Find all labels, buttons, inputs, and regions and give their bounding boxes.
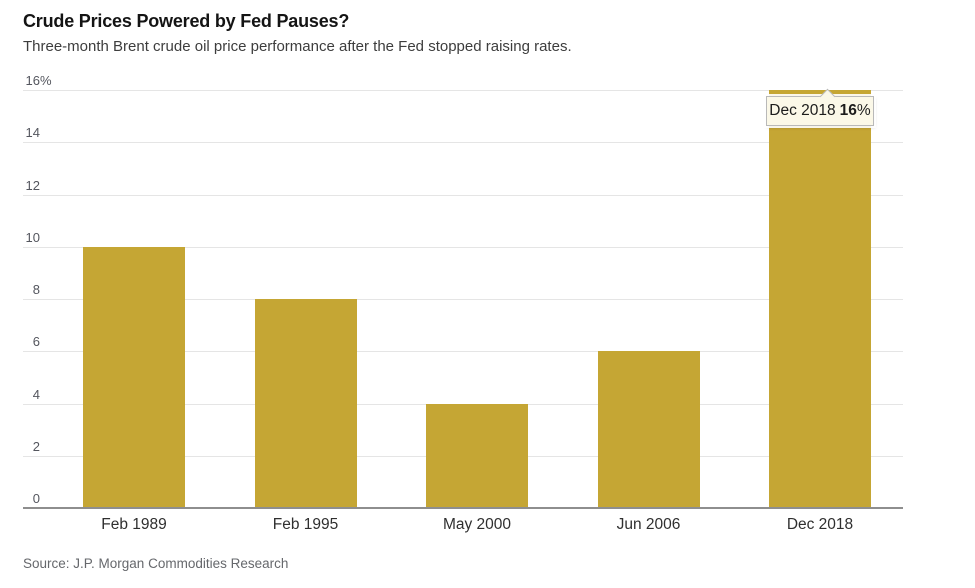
- x-tick-label-feb-1989: Feb 1989: [101, 516, 167, 533]
- plot-area: Dec 2018 16 % 0 2 4 6 8 10 12 14 16% Feb 1989 Feb …: [23, 74, 903, 533]
- y-tick-label-0: 0: [32, 491, 40, 506]
- gridline-14: [23, 142, 903, 144]
- bar-feb-1995[interactable]: [254, 299, 357, 508]
- gridline-16: [23, 90, 903, 91]
- tooltip: Dec 2018 16 %: [766, 88, 874, 126]
- y-tick-label-6: 6: [32, 334, 40, 350]
- bar-dec-2018[interactable]: [769, 90, 871, 508]
- x-tick-label-may-2000: May 2000: [442, 516, 512, 533]
- y-tick-label-12: 12: [25, 177, 40, 193]
- y-tick-label-8: 8: [32, 282, 40, 297]
- bar-may-2000[interactable]: [426, 403, 528, 508]
- gridline-12: [23, 194, 903, 196]
- x-tick-label-dec-2018: Dec 2018: [786, 516, 854, 533]
- gridline-8: [23, 299, 903, 300]
- y-tick-label-4: 4: [32, 386, 40, 402]
- tooltip-label: Dec 2018: [769, 102, 836, 119]
- gridline-6: [23, 351, 903, 353]
- y-tick-label-10: 10: [25, 229, 40, 245]
- bar-jun-2006[interactable]: [597, 351, 700, 508]
- gridline-10: [23, 246, 903, 248]
- chart-title: Crude Prices Powered by Fed Pauses?: [23, 11, 350, 31]
- y-tick-label-16: 16%: [25, 73, 52, 88]
- y-tick-label-2: 2: [32, 438, 40, 454]
- x-tick-label-jun-2006: Jun 2006: [616, 516, 681, 533]
- tooltip-value: 16: [839, 102, 857, 119]
- bar-feb-1989[interactable]: [83, 246, 185, 508]
- y-tick-label-14: 14: [25, 125, 40, 141]
- source-note: Source: J.P. Morgan Commodities Research: [23, 556, 289, 571]
- chart-subtitle: Three-month Brent crude oil price perfor…: [23, 38, 572, 55]
- x-tick-label-feb-1995: Feb 1995: [272, 516, 339, 533]
- x-axis-line: [23, 507, 903, 509]
- tooltip-suffix: %: [856, 102, 871, 119]
